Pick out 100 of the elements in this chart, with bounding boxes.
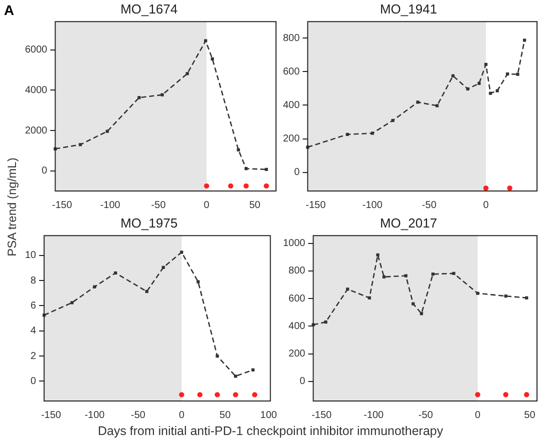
y-tick-label: 800: [282, 32, 300, 44]
x-tick-label: -100: [84, 410, 106, 421]
point: [412, 302, 415, 306]
point: [210, 57, 214, 60]
point: [431, 272, 434, 276]
point: [214, 392, 220, 398]
point: [391, 118, 394, 122]
y-tick-label: 200: [288, 348, 306, 360]
point: [503, 392, 508, 398]
point: [522, 38, 526, 42]
x-tick-label: -50: [418, 410, 434, 421]
y-tick-label: 10: [25, 250, 37, 262]
x-tick-label: -50: [151, 200, 166, 211]
point: [204, 39, 208, 42]
point: [197, 392, 202, 398]
y-tick-label: 400: [288, 320, 306, 332]
y-tick-label: 800: [288, 266, 306, 277]
point: [382, 275, 386, 278]
x-tick-label: -150: [41, 410, 62, 421]
chart-title: MO_1674: [120, 1, 178, 16]
x-tick-label: 0: [204, 200, 210, 211]
point: [506, 72, 510, 76]
point: [516, 72, 520, 76]
y-tick-label: 0: [42, 166, 48, 177]
point: [324, 320, 328, 324]
point: [466, 87, 470, 90]
chart-title: MO_1975: [120, 215, 178, 230]
y-axis-title: PSA trend (ng/mL): [5, 156, 19, 258]
point: [451, 74, 455, 78]
point: [376, 253, 380, 256]
x-tick-label: 50: [249, 200, 261, 211]
x-tick-label: -100: [364, 410, 384, 421]
y-tick-label: 0: [30, 376, 37, 387]
point: [475, 392, 480, 398]
point: [524, 392, 530, 398]
y-tick-label: 2000: [24, 125, 48, 136]
point: [452, 272, 456, 275]
point: [251, 368, 255, 372]
point: [236, 148, 240, 152]
point: [416, 100, 420, 104]
x-tick-label: -150: [306, 200, 326, 211]
point: [138, 96, 141, 100]
point: [264, 168, 268, 171]
x-tick-label: 0: [474, 410, 481, 421]
point: [162, 266, 165, 269]
y-tick-label: 600: [288, 293, 306, 304]
x-tick-label: -150: [312, 410, 332, 421]
point: [370, 132, 374, 135]
point: [264, 183, 269, 189]
point: [160, 93, 164, 96]
point: [228, 183, 234, 189]
y-tick-label: 400: [282, 100, 300, 111]
point: [436, 104, 439, 108]
x-tick-label: -50: [422, 200, 437, 211]
y-tick-label: 8: [30, 275, 37, 286]
point: [93, 285, 96, 288]
x-tick-label: 50: [524, 410, 536, 421]
point: [145, 290, 148, 294]
point: [252, 392, 258, 398]
point: [106, 130, 109, 133]
point: [196, 280, 200, 284]
text: A: [4, 2, 14, 18]
y-tick-label: 4000: [24, 84, 48, 96]
y-tick-label: 1000: [282, 238, 306, 250]
y-tick-label: 6000: [24, 44, 48, 56]
point: [488, 92, 492, 95]
point: [179, 392, 184, 398]
point: [70, 301, 74, 304]
x-tick-label: 100: [260, 410, 278, 421]
y-tick-label: 600: [282, 66, 300, 78]
y-tick-label: 2: [30, 350, 37, 362]
point: [507, 186, 512, 191]
point: [180, 250, 184, 254]
point: [404, 274, 408, 278]
point: [504, 294, 508, 298]
point: [496, 89, 499, 92]
point: [244, 167, 248, 170]
point: [525, 296, 528, 300]
point: [420, 312, 424, 316]
point: [476, 292, 480, 295]
x-tick-label: -100: [362, 200, 383, 211]
y-tick-label: 200: [282, 134, 300, 145]
point: [232, 392, 238, 398]
chart-title: MO_1941: [380, 1, 438, 16]
x-tick-label: -150: [52, 200, 72, 211]
x-tick-label: 0: [178, 410, 185, 421]
point: [368, 296, 371, 300]
y-tick-label: 0: [294, 167, 300, 178]
x-axis-title: Days from initial anti-PD-1 checkpoint inhibitor immunotherapy: [96, 424, 444, 438]
chart-title: MO_2017: [380, 215, 438, 230]
y-tick-label: 6: [30, 300, 37, 312]
point: [186, 72, 189, 76]
x-tick-label: -50: [130, 410, 146, 421]
point: [204, 183, 210, 189]
point: [114, 271, 118, 275]
point: [478, 82, 481, 85]
point: [312, 323, 315, 326]
y-tick-label: 0: [300, 376, 306, 388]
point: [483, 186, 489, 191]
x-tick-label: 50: [220, 410, 232, 421]
